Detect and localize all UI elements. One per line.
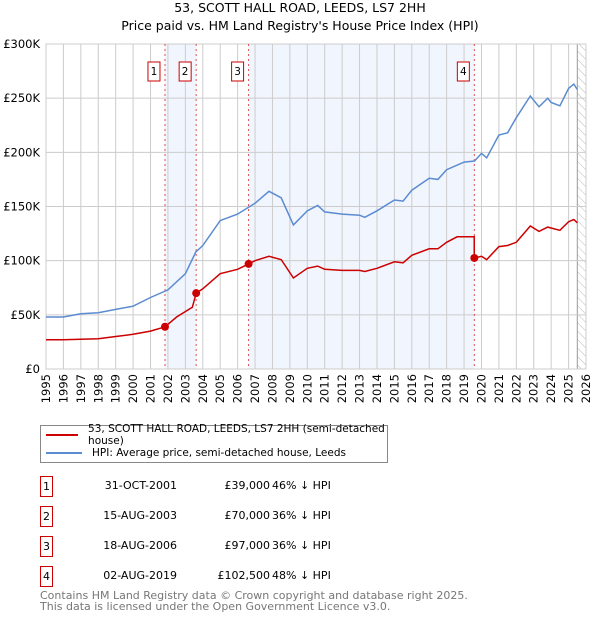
x-tick-label: 1999 (109, 374, 123, 403)
x-tick-label: 2008 (265, 374, 279, 403)
sale-point (244, 259, 253, 268)
x-tick-label: 2012 (335, 374, 349, 403)
x-tick-label: 2016 (405, 374, 419, 403)
transaction-number: 4 (40, 566, 53, 587)
transaction-row: 3 18-AUG-2006 £97,000 36% ↓ HPI (40, 536, 440, 557)
transaction-date: 15-AUG-2003 (103, 509, 177, 522)
x-tick-label: 2005 (213, 374, 227, 403)
y-tick-label: £50K (11, 308, 41, 322)
x-tick-label: 1995 (39, 374, 53, 403)
series-line (46, 218, 578, 341)
x-tick-label: 2001 (144, 374, 158, 403)
legend-item-hpi: HPI: Average price, semi-detached house,… (46, 445, 346, 461)
sale-label-box (456, 61, 470, 82)
transaction-price: £70,000 (224, 509, 271, 522)
x-tick-label: 2015 (387, 374, 401, 403)
x-tick-label: 2026 (579, 374, 593, 403)
x-tick-label: 2006 (231, 374, 245, 403)
transaction-row: 1 31-OCT-2001 £39,000 46% ↓ HPI (40, 476, 440, 497)
sale-label-box (147, 61, 161, 82)
x-tick-label: 2000 (126, 374, 140, 403)
x-tick-label: 2011 (318, 374, 332, 403)
transaction-date: 02-AUG-2019 (103, 569, 177, 582)
x-tick-label: 2013 (353, 374, 367, 403)
chart-title: 53, SCOTT HALL ROAD, LEEDS, LS7 2HH (174, 0, 426, 15)
x-tick-label: 2019 (457, 374, 471, 403)
x-tick-label: 2021 (492, 374, 506, 403)
x-tick-label: 1996 (56, 374, 70, 403)
footer-copyright: Contains HM Land Registry data © Crown c… (40, 589, 468, 602)
transaction-price: £102,500 (217, 569, 271, 582)
series-line (46, 82, 578, 318)
y-tick-label: £0 (25, 362, 40, 376)
transaction-date: 18-AUG-2006 (103, 539, 177, 552)
y-tick-label: £200K (3, 145, 40, 159)
sale-point (160, 322, 169, 331)
transaction-number: 2 (40, 506, 53, 527)
plot-border (45, 43, 587, 370)
x-tick-label: 1997 (74, 374, 88, 403)
chart-subtitle: Price paid vs. HM Land Registry's House … (121, 18, 479, 33)
sale-label: 2 (182, 66, 189, 78)
x-tick-label: 2023 (527, 374, 541, 403)
transaction-hpi-diff: 48% ↓ HPI (272, 569, 331, 582)
x-tick-label: 2004 (196, 374, 210, 403)
sale-label-box (231, 61, 245, 82)
sale-label-box (178, 61, 192, 82)
transaction-hpi-diff: 36% ↓ HPI (272, 509, 331, 522)
transaction-hpi-diff: 46% ↓ HPI (272, 479, 331, 492)
transaction-number: 1 (40, 476, 53, 497)
footer: Contains HM Land Registry data © Crown c… (40, 590, 468, 612)
transaction-price: £97,000 (224, 539, 271, 552)
y-tick-label: £300K (3, 37, 40, 51)
x-tick-label: 2017 (422, 374, 436, 403)
price-chart: 1995 1996 1997 1998 1999 2000 2001 2002 2003 2004… (3, 37, 593, 403)
x-tick-label: 2009 (283, 374, 297, 403)
transaction-price: £39,000 (224, 479, 271, 492)
legend-label: 53, SCOTT HALL ROAD, LEEDS, LS7 2HH (sem… (88, 423, 385, 447)
x-tick-label: 2018 (440, 374, 454, 403)
y-tick-label: £100K (3, 254, 40, 268)
transaction-hpi-diff: 36% ↓ HPI (272, 539, 331, 552)
sale-label: 1 (151, 66, 158, 78)
footer-licence: This data is licensed under the Open Gov… (40, 600, 391, 613)
sale-point (470, 253, 479, 262)
x-tick-label: 2002 (161, 374, 175, 403)
y-tick-label: £150K (3, 200, 40, 214)
sale-label: 4 (460, 66, 467, 78)
legend: 53, SCOTT HALL ROAD, LEEDS, LS7 2HH (sem… (40, 423, 388, 463)
legend-item-property: 53, SCOTT HALL ROAD, LEEDS, LS7 2HH (sem… (46, 423, 387, 447)
transaction-row: 4 02-AUG-2019 £102,500 48% ↓ HPI (40, 566, 440, 587)
transaction-date: 31-OCT-2001 (104, 479, 177, 492)
x-tick-label: 2025 (562, 374, 576, 403)
sale-label: 3 (234, 66, 241, 78)
legend-label: HPI: Average price, semi-detached house,… (92, 447, 346, 459)
x-tick-label: 2010 (300, 374, 314, 403)
x-tick-label: 2022 (509, 374, 523, 403)
sale-point (192, 289, 201, 298)
x-tick-label: 1998 (91, 374, 105, 403)
x-tick-label: 2007 (248, 374, 262, 403)
legend-swatch-blue (46, 452, 82, 454)
x-tick-label: 2024 (544, 374, 558, 403)
legend-swatch-red (46, 434, 79, 436)
x-tick-label: 2003 (178, 374, 192, 403)
transaction-number: 3 (40, 536, 53, 557)
x-tick-label: 2014 (370, 374, 384, 403)
y-tick-label: £250K (3, 91, 40, 105)
x-tick-label: 2020 (474, 374, 488, 403)
transaction-row: 2 15-AUG-2003 £70,000 36% ↓ HPI (40, 506, 440, 527)
